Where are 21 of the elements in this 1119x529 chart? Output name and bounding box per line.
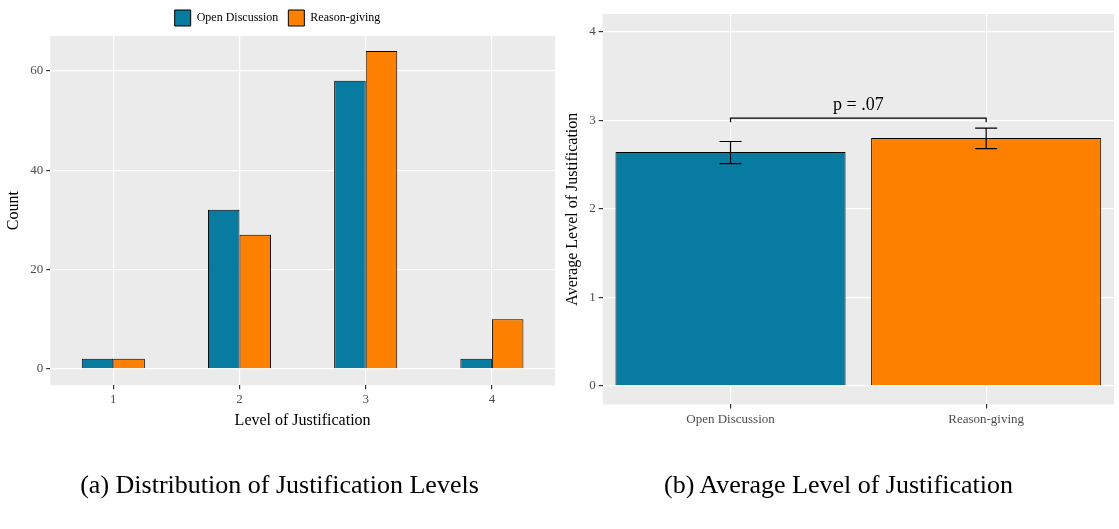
y-tick-label: 4 <box>589 23 597 39</box>
x-axis-title: Level of Justification <box>234 410 371 428</box>
text: (a) Distribution of Justification Levels <box>79 470 480 500</box>
x-tick-label: 4 <box>488 391 496 407</box>
legend-label: Open Discussion <box>196 10 279 25</box>
text: (b) Average Level of Justification <box>663 470 1014 500</box>
y-tick-label: 0 <box>589 377 596 393</box>
y-tick-label: 2 <box>589 200 596 216</box>
legend-label: Reason-giving <box>310 10 381 25</box>
y-tick-label: 3 <box>589 111 596 127</box>
x-tick-label: 1 <box>110 391 117 407</box>
y-tick-label: 20 <box>30 260 44 276</box>
x-tick-label: 2 <box>236 391 243 407</box>
y-tick-label: 60 <box>30 62 44 78</box>
y-axis-title: Average Level of Justification <box>562 112 581 306</box>
y-tick-label: 0 <box>36 360 44 376</box>
x-tick-label: 3 <box>362 391 369 407</box>
y-axis-title: Count <box>3 190 21 231</box>
y-tick-label: 40 <box>30 161 44 177</box>
annotation: p = .07 <box>833 93 884 114</box>
y-tick-label: 1 <box>589 288 596 304</box>
